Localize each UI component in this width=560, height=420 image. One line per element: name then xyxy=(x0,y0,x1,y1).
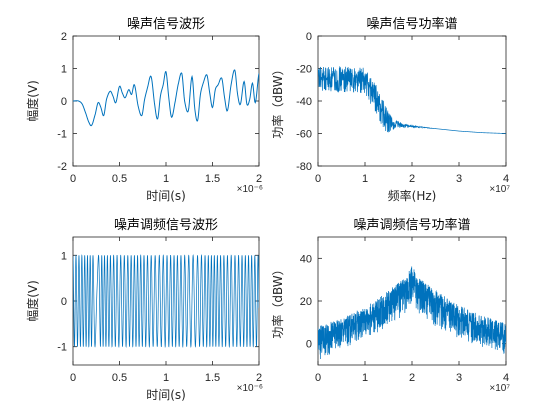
series-line xyxy=(318,66,506,134)
x-tick-label: 3 xyxy=(456,372,462,384)
x-tick-label: 0 xyxy=(70,173,76,185)
x-tick-label: 4 xyxy=(503,372,509,384)
y-axis-label: 功率（dBW） xyxy=(270,263,285,338)
y-tick-label: 1 xyxy=(61,64,67,76)
x-exponent-label: ×10⁻⁶ xyxy=(237,184,263,195)
x-axis-label: 时间(s) xyxy=(146,388,186,402)
y-tick-label: -20 xyxy=(296,64,312,76)
series-group xyxy=(73,254,259,349)
x-tick-label: 1 xyxy=(362,173,368,185)
y-tick-label: 0 xyxy=(61,96,67,108)
y-tick-label: -1 xyxy=(57,129,67,141)
series-line xyxy=(73,69,259,127)
x-tick-label: 1 xyxy=(163,372,169,384)
axes-frame xyxy=(72,35,260,167)
y-axis-label: 功率（dBW） xyxy=(270,63,285,138)
chart-title: 噪声调频信号功率谱 xyxy=(353,217,470,233)
y-tick-label: -60 xyxy=(296,129,312,141)
x-tick-label: 0 xyxy=(70,372,76,384)
x-tick-label: 1.5 xyxy=(205,372,220,384)
x-tick-label: 2 xyxy=(409,173,415,185)
x-tick-label: 0 xyxy=(315,372,321,384)
y-tick-label: -40 xyxy=(296,96,312,108)
y-tick-label: 1 xyxy=(61,250,67,262)
y-tick-label: -2 xyxy=(57,161,67,173)
y-axis-label: 幅度(V) xyxy=(25,280,40,322)
chart-title: 噪声调频信号波形 xyxy=(114,218,218,233)
x-exponent-label: ×10⁷ xyxy=(489,383,510,394)
x-exponent-label: ×10⁷ xyxy=(489,184,510,195)
y-tick-label: -80 xyxy=(296,161,312,173)
series-group xyxy=(318,66,506,134)
y-tick-label: -1 xyxy=(57,342,67,354)
chart-title: 噪声信号波形 xyxy=(127,17,205,32)
series-group xyxy=(318,266,506,360)
chart-title: 噪声信号功率谱 xyxy=(366,16,457,32)
y-tick-label: 40 xyxy=(300,253,312,265)
y-axis-label: 幅度(V) xyxy=(25,80,40,122)
x-axis-label: 时间(s) xyxy=(146,189,186,203)
series-group xyxy=(73,69,259,127)
y-tick-label: 0 xyxy=(306,31,312,43)
series-line xyxy=(318,266,506,360)
y-tick-label: 0 xyxy=(306,339,312,351)
x-tick-label: 2 xyxy=(256,372,262,384)
x-tick-label: 1 xyxy=(163,173,169,185)
x-tick-label: 1 xyxy=(362,372,368,384)
x-tick-label: 2 xyxy=(409,372,415,384)
y-tick-label: 20 xyxy=(300,296,312,308)
x-tick-label: 0.5 xyxy=(112,173,127,185)
series-line xyxy=(73,254,259,349)
y-tick-label: 2 xyxy=(61,31,67,43)
axes-frame xyxy=(317,236,507,366)
x-axis-label: 频率(Hz) xyxy=(388,188,437,203)
x-tick-label: 4 xyxy=(503,173,509,185)
x-tick-label: 1.5 xyxy=(205,173,220,185)
x-exponent-label: ×10⁻⁶ xyxy=(237,383,263,394)
axes-frame xyxy=(317,35,507,167)
y-tick-label: 0 xyxy=(61,296,67,308)
x-tick-label: 2 xyxy=(256,173,262,185)
x-tick-label: 0 xyxy=(315,173,321,185)
x-tick-label: 3 xyxy=(456,173,462,185)
x-tick-label: 0.5 xyxy=(112,372,127,384)
